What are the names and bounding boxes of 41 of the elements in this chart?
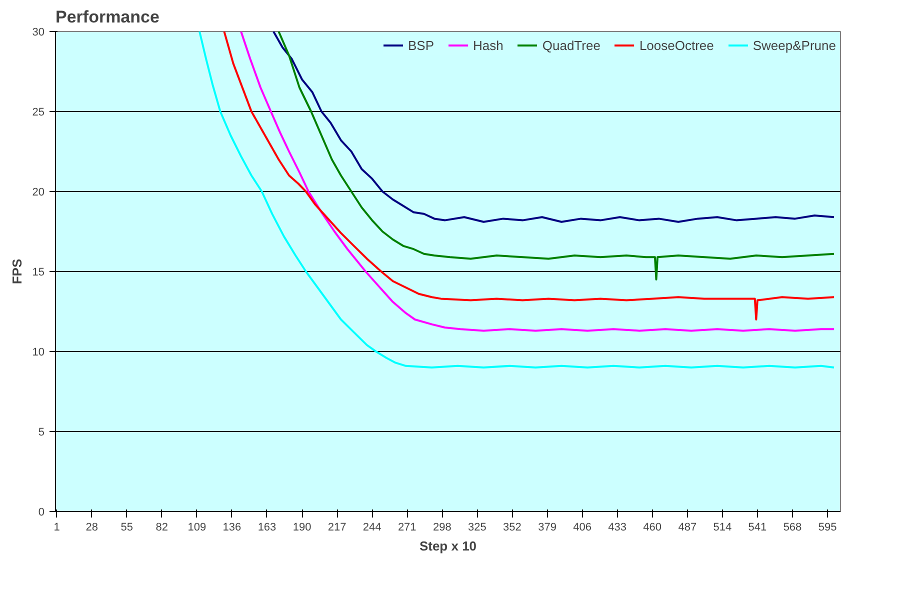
y-tick-label: 15 xyxy=(32,266,45,278)
y-tick-label: 5 xyxy=(38,426,45,438)
x-axis-title: Step x 10 xyxy=(419,538,477,554)
x-tick-label: 541 xyxy=(748,522,767,534)
line-series xyxy=(272,32,836,223)
x-tick-label: 460 xyxy=(643,522,662,534)
x-tick-label: 109 xyxy=(188,522,206,534)
x-tick-label: 514 xyxy=(713,522,732,534)
x-tick-label: 82 xyxy=(156,522,168,534)
legend-label: QuadTree xyxy=(542,38,600,52)
x-tick-label: 406 xyxy=(573,522,592,534)
x-tick-label: 325 xyxy=(468,522,486,534)
x-tick-label: 28 xyxy=(86,522,98,534)
x-tick-label: 568 xyxy=(783,522,802,534)
y-axis-title: FPS xyxy=(9,258,24,284)
y-tick-label: 20 xyxy=(32,186,45,198)
x-tick-label: 487 xyxy=(678,522,697,534)
x-tick-label: 55 xyxy=(120,522,133,534)
y-tick-label: 25 xyxy=(32,106,45,118)
x-tick-label: 190 xyxy=(292,522,312,534)
x-tick-label: 298 xyxy=(432,522,452,534)
y-tick-label: 10 xyxy=(32,346,45,358)
x-tick-label: 1 xyxy=(54,522,60,534)
x-tick-label: 163 xyxy=(258,522,276,534)
line-series xyxy=(278,32,836,280)
x-tick-label: 595 xyxy=(818,522,837,534)
y-tick-label: 0 xyxy=(38,506,45,518)
x-tick-label: 433 xyxy=(608,522,627,534)
legend-label: LooseOctree xyxy=(639,38,714,52)
legend-label: Hash xyxy=(473,38,504,52)
x-tick-label: 136 xyxy=(222,522,242,534)
x-tick-label: 217 xyxy=(328,522,346,534)
chart-title: Performance xyxy=(56,8,160,26)
line-series xyxy=(198,32,836,368)
x-tick-label: 244 xyxy=(362,522,382,534)
x-tick-label: 271 xyxy=(398,522,416,534)
y-tick-label: 30 xyxy=(32,26,45,38)
x-tick-label: 379 xyxy=(538,522,556,534)
x-tick-label: 352 xyxy=(503,522,522,534)
legend-label: Sweep&Prune xyxy=(752,38,836,52)
legend-label: BSP xyxy=(408,38,434,52)
